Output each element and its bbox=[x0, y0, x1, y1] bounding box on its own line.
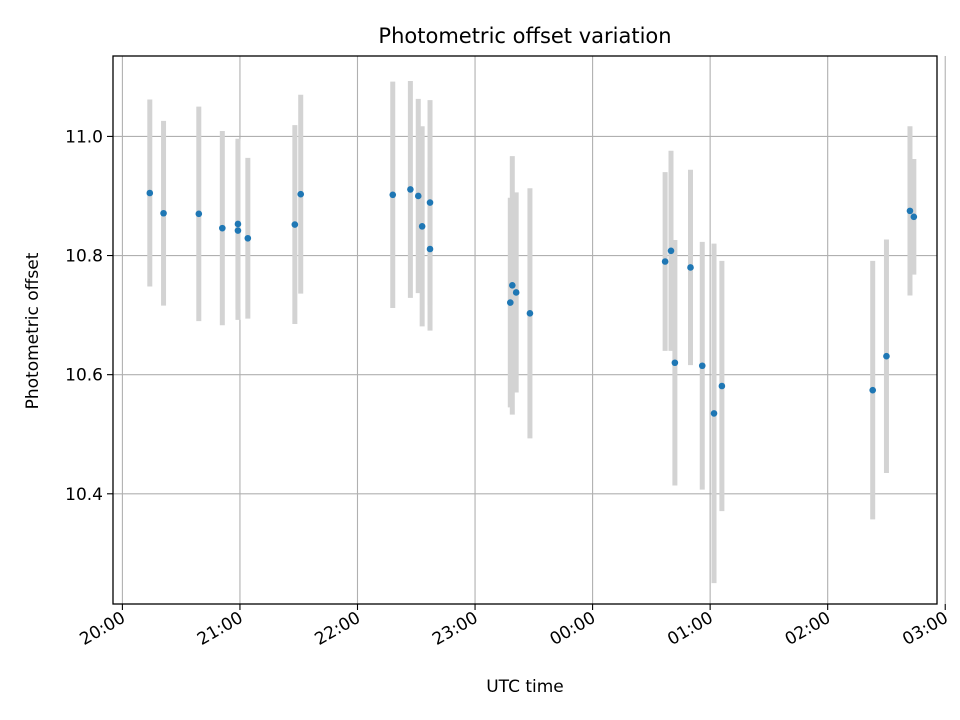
data-point bbox=[234, 227, 242, 234]
y-axis-ticks: 10.4 10.6 10.8 11.0 bbox=[65, 127, 113, 505]
data-point bbox=[297, 190, 305, 198]
data-point bbox=[426, 245, 434, 253]
data-point bbox=[687, 264, 694, 271]
data-point bbox=[195, 210, 203, 218]
data-point bbox=[244, 234, 252, 242]
data-point bbox=[671, 359, 679, 367]
data-point bbox=[698, 362, 706, 370]
data-point bbox=[219, 224, 226, 232]
data-point bbox=[234, 220, 242, 228]
data-point bbox=[910, 213, 918, 221]
data-point bbox=[883, 352, 890, 360]
y-tick-label: 10.6 bbox=[65, 366, 103, 386]
data-point bbox=[667, 247, 675, 255]
data-points bbox=[146, 186, 918, 417]
y-tick-label: 10.8 bbox=[65, 247, 103, 267]
y-tick-label: 10.4 bbox=[65, 485, 103, 505]
data-point bbox=[869, 386, 877, 394]
data-point bbox=[418, 223, 426, 230]
data-point bbox=[906, 207, 914, 215]
data-point bbox=[526, 310, 534, 317]
chart-title: Photometric offset variation bbox=[378, 24, 671, 48]
data-point bbox=[507, 299, 514, 306]
data-point bbox=[710, 410, 718, 417]
data-point bbox=[414, 192, 422, 200]
y-axis-label: Photometric offset bbox=[23, 252, 43, 409]
data-point bbox=[291, 221, 299, 228]
data-point bbox=[426, 199, 434, 206]
plot-frame bbox=[112, 55, 938, 605]
data-point bbox=[512, 289, 520, 296]
grid-lines bbox=[113, 56, 946, 604]
data-point bbox=[509, 282, 516, 289]
x-axis-label: UTC time bbox=[486, 677, 564, 697]
data-point bbox=[389, 191, 397, 199]
data-point bbox=[661, 258, 669, 265]
data-point bbox=[160, 209, 167, 217]
data-point bbox=[146, 189, 154, 197]
data-point bbox=[407, 186, 414, 193]
y-tick-label: 11.0 bbox=[65, 127, 103, 147]
data-point bbox=[718, 382, 726, 390]
